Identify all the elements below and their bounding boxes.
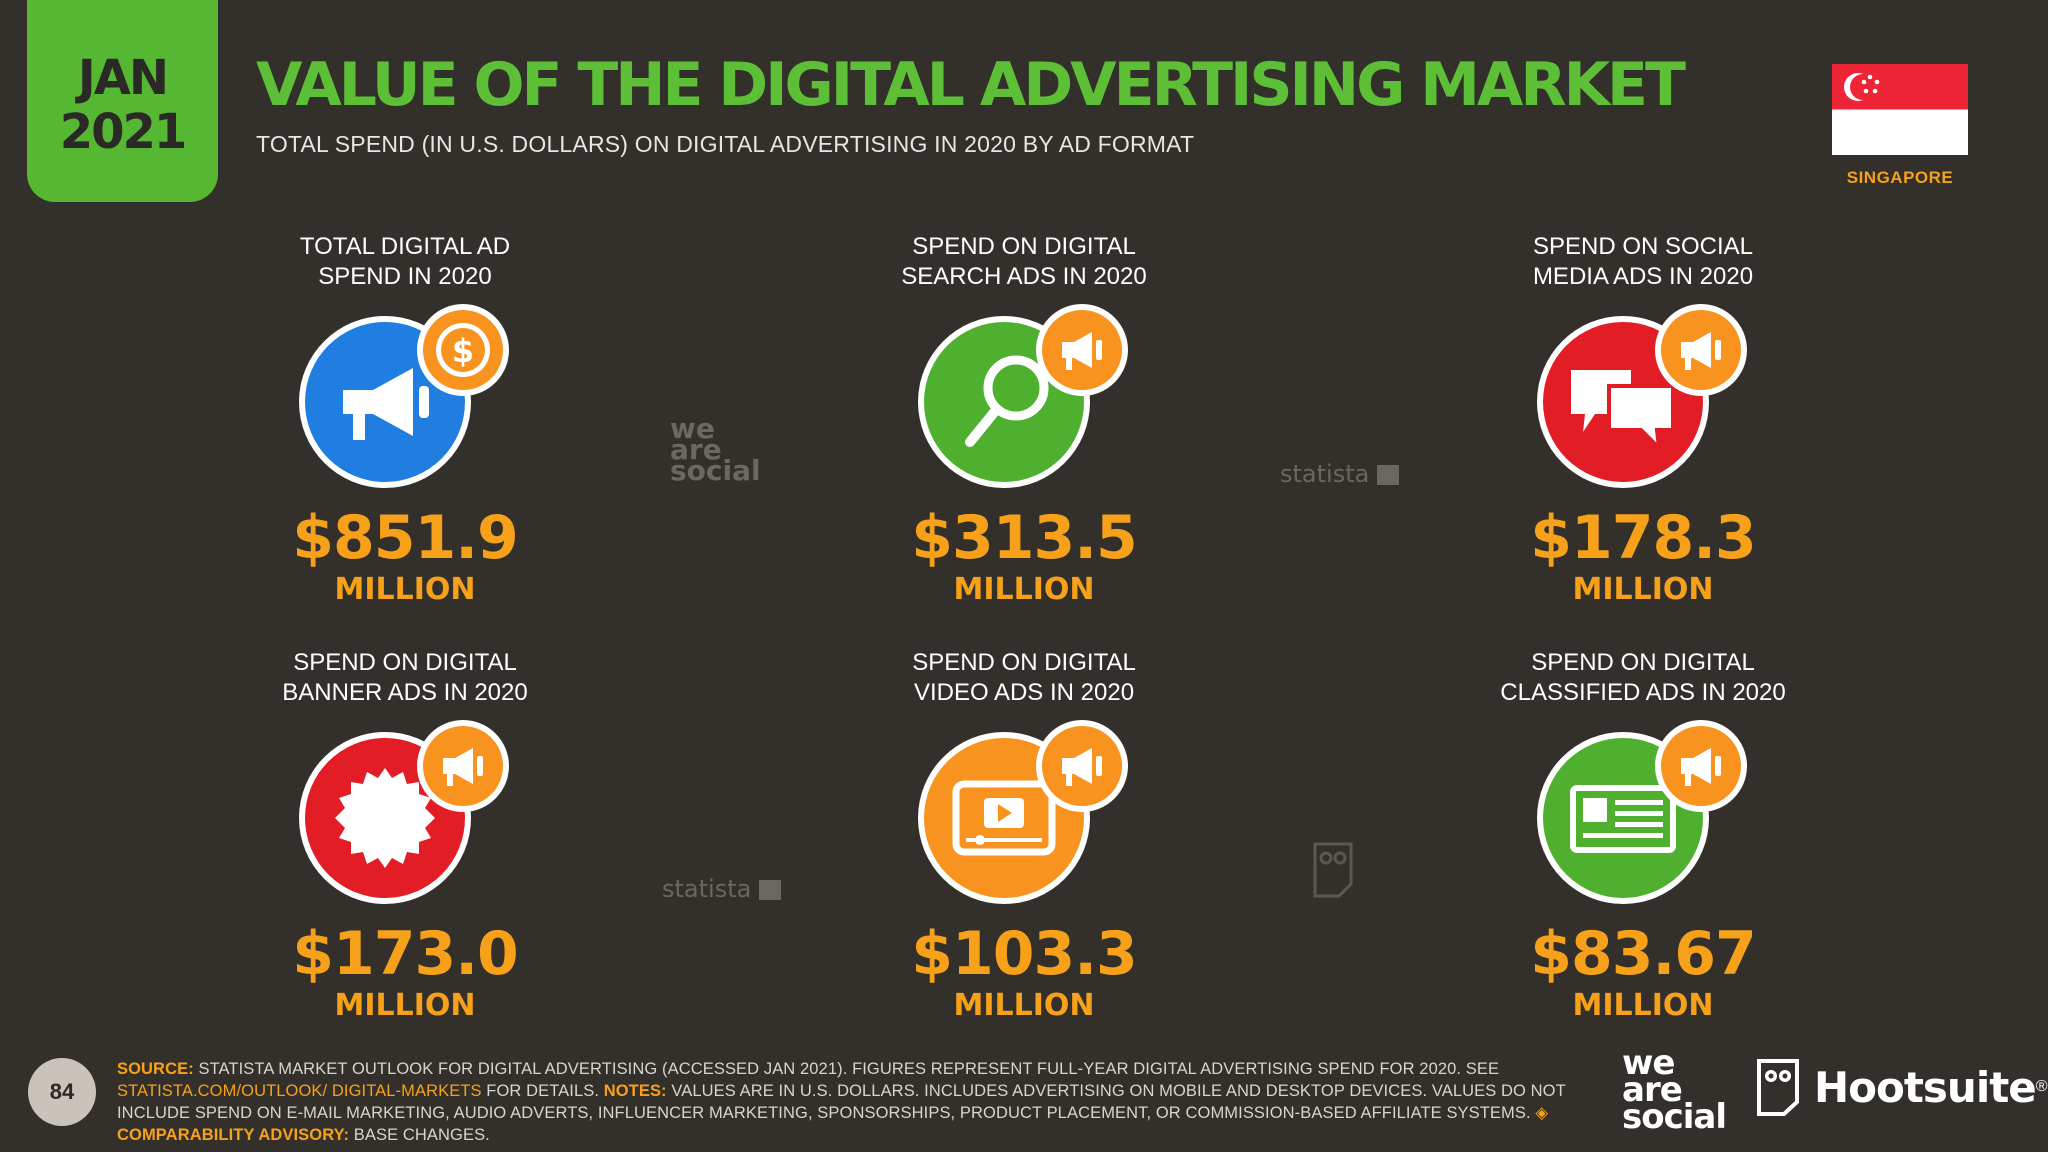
date-year: 2021 — [59, 104, 188, 160]
source-text: STATISTA MARKET OUTLOOK FOR DIGITAL ADVE… — [198, 1060, 1500, 1078]
watermark-social: social — [670, 454, 761, 487]
classified-ad-icon — [1533, 718, 1753, 908]
megaphone-dollar-icon: $ — [295, 302, 515, 492]
statista-text: statista — [1280, 460, 1370, 488]
stat-label: SPEND ON DIGITAL VIDEO ADS IN 2020 — [814, 648, 1234, 710]
stat-label: TOTAL DIGITAL AD SPEND IN 2020 — [195, 232, 615, 294]
stat-label-line1: SPEND ON DIGITAL — [293, 649, 517, 676]
stat-unit: MILLION — [953, 572, 1095, 607]
singapore-flag-icon — [1832, 64, 1968, 155]
statista-text: statista — [662, 875, 752, 903]
statista-watermark-bottom: statista — [662, 875, 781, 903]
stat-unit: MILLION — [1572, 988, 1714, 1023]
stat-value: $103.3 — [911, 919, 1138, 989]
source-label: SOURCE: — [117, 1060, 194, 1078]
stat-label-line1: SPEND ON DIGITAL — [1531, 649, 1755, 676]
stat-label-line2: MEDIA ADS IN 2020 — [1532, 263, 1754, 290]
footer-source-notes: SOURCE: STATISTA MARKET OUTLOOK FOR DIGI… — [117, 1058, 1587, 1146]
logo-social: social — [1622, 1097, 1727, 1137]
stat-label-line2: SEARCH ADS IN 2020 — [901, 263, 1147, 290]
owl-watermark-icon — [1313, 842, 1353, 898]
stat-value: $83.67 — [1530, 919, 1757, 989]
date-month: JAN — [77, 50, 169, 106]
registered-mark: ® — [2035, 1078, 2048, 1095]
stat-label-line1: SPEND ON DIGITAL — [912, 649, 1136, 676]
owl-icon — [1757, 1059, 1799, 1116]
stat-value: $173.0 — [292, 919, 519, 989]
stat-label: SPEND ON DIGITAL SEARCH ADS IN 2020 — [814, 232, 1234, 294]
hootsuite-wordmark: Hootsuite — [1814, 1062, 2037, 1112]
stat-label-line2: BANNER ADS IN 2020 — [282, 679, 528, 706]
stat-total-digital-ad-spend: TOTAL DIGITAL AD SPEND IN 2020 $ $851.9 … — [195, 232, 615, 610]
stat-label: SPEND ON DIGITAL BANNER ADS IN 2020 — [195, 648, 615, 710]
stat-classified-ads: SPEND ON DIGITAL CLASSIFIED ADS IN 2020 … — [1433, 648, 1853, 1026]
watermark-are: are — [670, 433, 722, 466]
stat-search-ads: SPEND ON DIGITAL SEARCH ADS IN 2020 $313… — [814, 232, 1234, 610]
hootsuite-logo: Hootsuite ® — [1756, 1058, 2048, 1116]
stat-value: $851.9 — [292, 503, 519, 573]
source-tail: FOR DETAILS. — [486, 1082, 600, 1100]
stat-label-line2: VIDEO ADS IN 2020 — [913, 679, 1135, 706]
stat-value: $178.3 — [1530, 503, 1757, 573]
notes-text: VALUES ARE IN U.S. DOLLARS. INCLUDES ADV… — [117, 1082, 1566, 1122]
magnifier-icon — [914, 302, 1134, 492]
logo-we: we — [1622, 1043, 1675, 1083]
stat-label-line1: SPEND ON SOCIAL — [1532, 233, 1754, 260]
page-number: 84 — [28, 1058, 96, 1126]
country-label: SINGAPORE — [1846, 168, 1954, 187]
stat-label: SPEND ON SOCIAL MEDIA ADS IN 2020 — [1433, 232, 1853, 294]
date-badge: JAN 2021 — [27, 0, 218, 202]
stat-label: SPEND ON DIGITAL CLASSIFIED ADS IN 2020 — [1433, 648, 1853, 710]
stat-value: $313.5 — [911, 503, 1138, 573]
we-are-social-watermark: we are social — [670, 412, 761, 487]
starburst-banner-icon — [295, 718, 515, 908]
we-are-social-logo: we are social — [1622, 1043, 1732, 1137]
stat-unit: MILLION — [953, 988, 1095, 1023]
logo-are: are — [1622, 1070, 1683, 1110]
video-player-icon — [914, 718, 1134, 908]
page-subtitle: TOTAL SPEND (IN U.S. DOLLARS) ON DIGITAL… — [256, 131, 1195, 157]
stat-label-line2: SPEND IN 2020 — [318, 263, 492, 290]
page-title: VALUE OF THE DIGITAL ADVERTISING MARKET — [256, 50, 1686, 120]
stat-video-ads: SPEND ON DIGITAL VIDEO ADS IN 2020 $103.… — [814, 648, 1234, 1026]
stat-unit: MILLION — [334, 988, 476, 1023]
source-link[interactable]: STATISTA.COM/OUTLOOK/ DIGITAL-MARKETS — [117, 1082, 482, 1100]
stat-unit: MILLION — [1572, 572, 1714, 607]
advisory-label: ◈ COMPARABILITY ADVISORY: — [117, 1104, 1549, 1144]
watermark-we: we — [670, 412, 715, 445]
svg-text:$: $ — [452, 332, 474, 370]
stat-label-line1: SPEND ON DIGITAL — [912, 233, 1136, 260]
advisory-text: BASE CHANGES. — [353, 1126, 490, 1144]
stat-banner-ads: SPEND ON DIGITAL BANNER ADS IN 2020 $173… — [195, 648, 615, 1026]
stat-unit: MILLION — [334, 572, 476, 607]
chat-bubbles-icon — [1533, 302, 1753, 492]
stat-label-line1: TOTAL DIGITAL AD — [299, 233, 511, 260]
notes-label: NOTES: — [603, 1082, 667, 1100]
stat-label-line2: CLASSIFIED ADS IN 2020 — [1500, 679, 1786, 706]
stat-social-media-ads: SPEND ON SOCIAL MEDIA ADS IN 2020 $178.3… — [1433, 232, 1853, 610]
statista-watermark-top: statista — [1280, 460, 1399, 488]
